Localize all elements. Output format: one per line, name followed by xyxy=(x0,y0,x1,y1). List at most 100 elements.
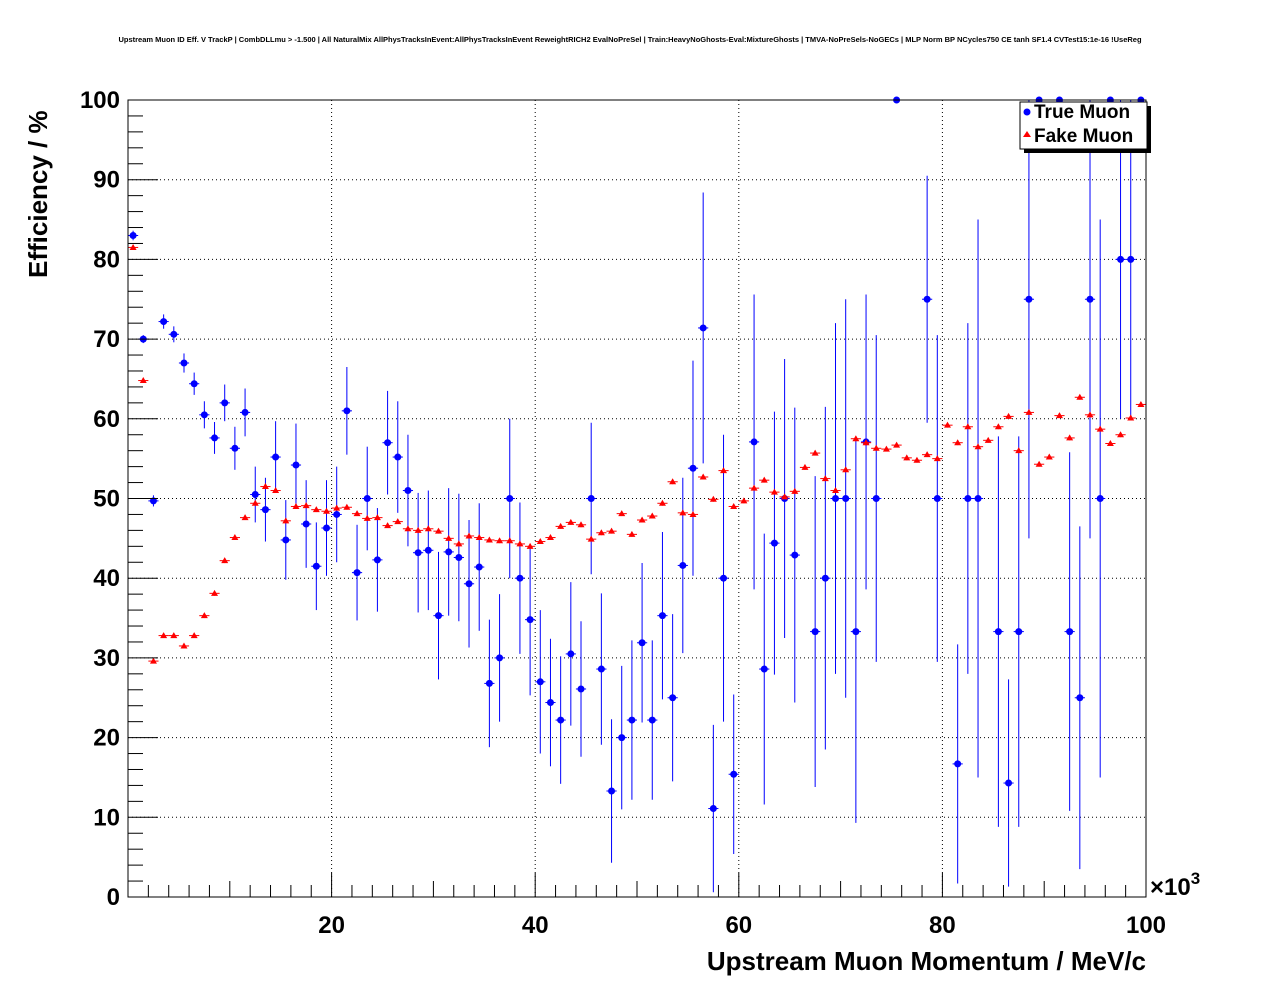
fake-muon-point xyxy=(139,377,147,384)
fake-muon-point xyxy=(1127,414,1135,421)
true-muon-point xyxy=(363,495,371,502)
fake-muon-point xyxy=(933,455,941,462)
fake-muon-point xyxy=(567,518,575,525)
fake-muon-point xyxy=(658,499,666,506)
true-muon-point xyxy=(373,556,381,564)
x-axis-exponent: ×103 xyxy=(1150,869,1200,901)
true-muon-point xyxy=(760,665,768,673)
fake-muon-point xyxy=(608,527,616,534)
true-muon-point xyxy=(190,380,198,388)
x-tick-label: 40 xyxy=(522,912,549,939)
fake-muon-point xyxy=(1106,440,1114,447)
fake-muon-point xyxy=(852,435,860,442)
fake-muon-point xyxy=(282,517,290,524)
true-muon-point xyxy=(608,787,616,795)
true-muon-point xyxy=(557,716,565,724)
true-muon-point xyxy=(241,408,249,416)
fake-muon-point xyxy=(597,529,605,536)
true-muon-point xyxy=(1025,295,1033,303)
y-tick-label: 30 xyxy=(93,645,120,672)
true-muon-point xyxy=(475,563,483,571)
true-muon-point xyxy=(434,612,442,620)
fake-muon-point xyxy=(302,502,310,509)
true-muon-point xyxy=(709,805,717,813)
true-muon-point xyxy=(821,574,829,582)
legend: True Muon Fake Muon xyxy=(1019,101,1151,153)
true-muon-point xyxy=(1005,779,1013,787)
true-muon-point xyxy=(496,654,504,662)
series-true-muon xyxy=(128,96,1146,893)
fake-muon-point xyxy=(628,530,636,537)
true-muon-point xyxy=(160,318,168,326)
fake-muon-point xyxy=(475,534,483,541)
fake-muon-point xyxy=(200,612,208,619)
true-muon-point xyxy=(872,495,880,502)
true-muon-point xyxy=(292,461,300,469)
fake-muon-point xyxy=(384,522,392,529)
fake-muon-point xyxy=(251,499,259,506)
data-series xyxy=(128,96,1146,893)
true-muon-point xyxy=(211,434,219,442)
fake-muon-point xyxy=(994,423,1002,430)
fake-muon-point xyxy=(760,476,768,483)
true-muon-point xyxy=(526,616,534,624)
true-muon-point xyxy=(343,407,351,415)
fake-muon-point xyxy=(546,534,554,541)
true-muon-point xyxy=(587,495,595,502)
fake-muon-point xyxy=(1045,453,1053,460)
fake-muon-point xyxy=(943,421,951,428)
fake-muon-point xyxy=(821,475,829,482)
true-muon-point xyxy=(597,665,605,673)
true-muon-point xyxy=(272,453,280,461)
fake-muon-point xyxy=(709,495,717,502)
legend-fake-muon-marker xyxy=(1023,131,1031,137)
legend-true-muon-label: True Muon xyxy=(1034,102,1130,123)
true-muon-point xyxy=(465,580,473,588)
fake-muon-point xyxy=(689,510,697,517)
true-muon-point xyxy=(323,524,331,532)
fake-muon-point xyxy=(832,487,840,494)
legend-box xyxy=(1019,101,1148,150)
x-tick-label: 80 xyxy=(929,912,956,939)
fake-muon-point xyxy=(1086,411,1094,418)
fake-muon-point xyxy=(414,526,422,533)
fake-muon-point xyxy=(445,534,453,541)
fake-muon-point xyxy=(272,487,280,494)
fake-muon-point xyxy=(516,540,524,547)
x-exponent-power: 3 xyxy=(1191,869,1200,888)
x-tick-label: 60 xyxy=(725,912,752,939)
fake-muon-point xyxy=(394,518,402,525)
fake-muon-point xyxy=(770,488,778,495)
true-muon-point xyxy=(231,444,239,452)
fake-muon-point xyxy=(638,516,646,523)
true-muon-point xyxy=(577,685,585,693)
true-muon-point xyxy=(516,574,524,582)
fake-muon-point xyxy=(496,537,504,544)
fake-muon-point xyxy=(1055,412,1063,419)
fake-muon-point xyxy=(129,243,137,250)
fake-muon-point xyxy=(913,456,921,463)
fake-muon-point xyxy=(669,478,677,485)
fake-muon-point xyxy=(231,534,239,541)
y-tick-label: 10 xyxy=(93,804,120,831)
true-muon-point xyxy=(221,399,229,407)
y-tick-label: 20 xyxy=(93,725,120,752)
true-muon-point xyxy=(302,520,310,528)
y-tick-label: 50 xyxy=(93,486,120,513)
fake-muon-point xyxy=(557,522,565,529)
fake-muon-point xyxy=(882,445,890,452)
true-muon-point xyxy=(282,536,290,544)
fake-muon-point xyxy=(781,493,789,500)
fake-muon-point xyxy=(811,449,819,456)
fake-muon-point xyxy=(536,538,544,545)
legend-true-muon-marker xyxy=(1023,108,1031,116)
true-muon-point xyxy=(424,546,432,554)
x-axis-label: Upstream Muon Momentum / MeV/c xyxy=(707,946,1146,976)
fake-muon-point xyxy=(842,466,850,473)
fake-muon-point xyxy=(1066,434,1074,441)
true-muon-point xyxy=(536,678,544,686)
fake-muon-point xyxy=(577,521,585,528)
true-muon-point xyxy=(1076,694,1084,702)
fake-muon-point xyxy=(465,532,473,539)
